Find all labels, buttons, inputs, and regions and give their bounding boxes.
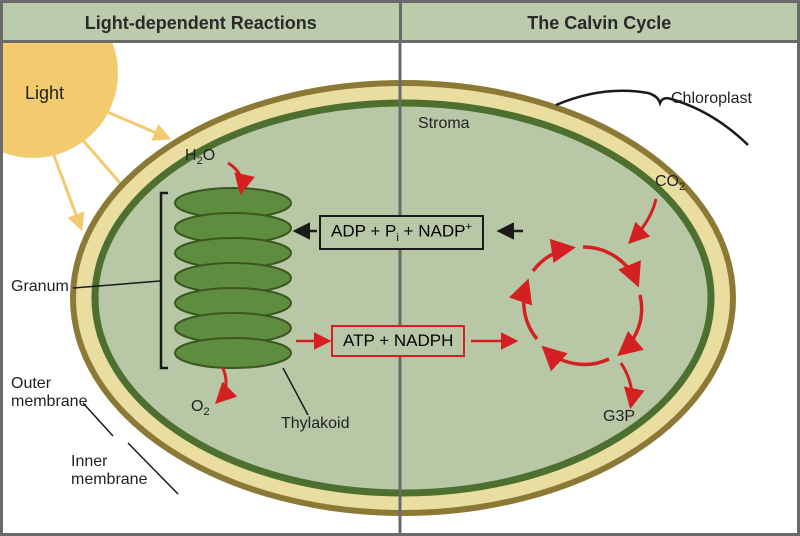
stroma-label: Stroma [418, 115, 470, 133]
sun-ray [53, 153, 81, 228]
o2-label: O2 [191, 398, 210, 418]
h2o-label: H2O [185, 147, 215, 167]
chloroplast-label: Chloroplast [671, 90, 752, 108]
center-divider [399, 43, 402, 533]
diagram-body: Light Stroma Chloroplast H2O CO2 Granum … [3, 43, 797, 533]
co2-label: CO2 [655, 173, 685, 193]
g3p-label: G3P [603, 408, 635, 426]
header-left: Light-dependent Reactions [3, 3, 402, 40]
outer-membrane-label2: membrane [11, 393, 87, 411]
light-label: Light [25, 83, 64, 104]
granum-label: Granum [11, 278, 69, 296]
header-row: Light-dependent Reactions The Calvin Cyc… [3, 3, 797, 43]
outer-membrane-label1: Outer [11, 375, 51, 393]
adp-box: ADP + Pi + NADP+ [319, 215, 484, 250]
thylakoid-label: Thylakoid [281, 415, 349, 433]
outer-leader [83, 403, 113, 436]
diagram-frame: Light-dependent Reactions The Calvin Cyc… [0, 0, 800, 536]
header-right: The Calvin Cycle [402, 3, 798, 40]
inner-membrane-label2: membrane [71, 471, 147, 489]
atp-box: ATP + NADPH [331, 325, 465, 357]
sun-ray [98, 108, 168, 138]
inner-membrane-label1: Inner [71, 453, 107, 471]
